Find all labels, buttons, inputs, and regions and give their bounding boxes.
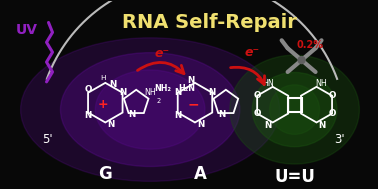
Ellipse shape [21, 38, 280, 181]
Text: N: N [218, 110, 226, 119]
Text: 5': 5' [42, 133, 53, 146]
Text: O: O [253, 109, 261, 118]
Circle shape [298, 57, 305, 64]
Ellipse shape [95, 70, 205, 149]
Text: +: + [98, 98, 108, 111]
Text: N: N [108, 120, 115, 129]
FancyArrowPatch shape [138, 62, 184, 74]
Text: O: O [328, 109, 336, 118]
Text: e⁻: e⁻ [244, 46, 259, 59]
Text: G: G [98, 165, 112, 183]
Text: N: N [174, 111, 181, 120]
Text: 3': 3' [334, 133, 345, 146]
Text: NH: NH [144, 88, 156, 97]
Text: N: N [129, 110, 136, 119]
Text: O: O [84, 85, 92, 94]
Text: N: N [174, 88, 181, 97]
Text: 0.2%: 0.2% [296, 40, 323, 50]
Text: RNA Self-Repair: RNA Self-Repair [122, 13, 297, 32]
Text: H₂N: H₂N [178, 84, 195, 93]
Text: HN: HN [262, 79, 274, 88]
Text: A: A [194, 165, 206, 183]
Text: N: N [187, 76, 195, 85]
Text: 2: 2 [156, 98, 160, 104]
Ellipse shape [252, 72, 337, 147]
Ellipse shape [230, 55, 359, 164]
Text: NH: NH [316, 79, 327, 88]
Text: N: N [84, 111, 91, 120]
Text: NH₂: NH₂ [154, 84, 171, 93]
Text: N: N [209, 88, 216, 97]
Text: N: N [110, 80, 117, 89]
Text: N: N [264, 121, 271, 130]
Text: N: N [318, 121, 325, 130]
Ellipse shape [270, 85, 319, 134]
Text: U=U: U=U [274, 168, 315, 186]
Text: N: N [119, 88, 126, 97]
FancyArrowPatch shape [231, 67, 265, 84]
Text: O: O [253, 91, 261, 100]
Text: e⁻: e⁻ [155, 47, 170, 60]
Text: O: O [328, 91, 336, 100]
Text: H: H [101, 75, 106, 81]
Text: N: N [197, 120, 204, 129]
Text: −: − [187, 98, 199, 112]
Ellipse shape [60, 53, 240, 167]
Text: UV: UV [15, 23, 38, 37]
